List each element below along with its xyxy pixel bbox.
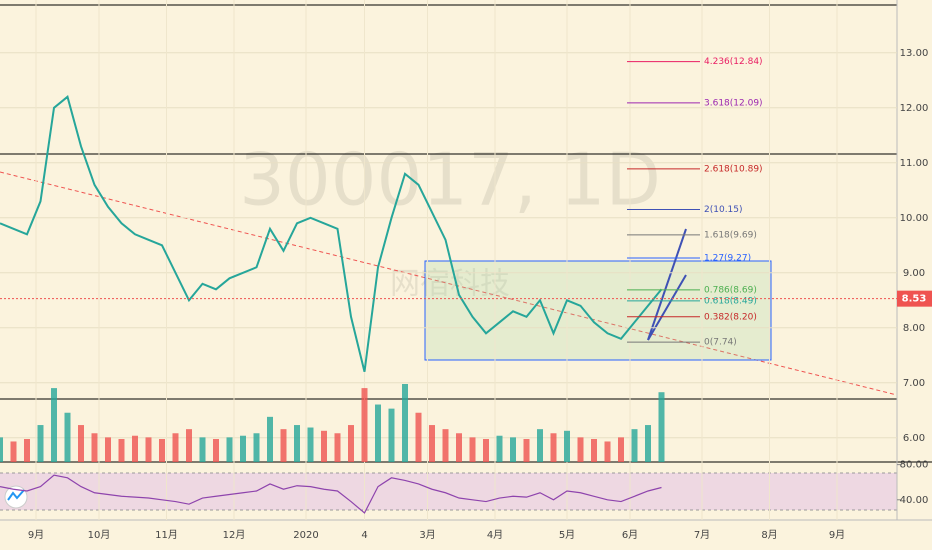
y-tick-label: 9.00 (903, 268, 925, 279)
x-tick-label: 4月 (487, 529, 503, 541)
volume-bar (550, 433, 557, 462)
volume-bar (51, 388, 57, 462)
x-tick-label: 10月 (88, 529, 111, 541)
x-tick-label: 11月 (155, 529, 178, 541)
volume-bar (510, 437, 516, 462)
rsi-tick-label: 40.00 (900, 495, 929, 506)
volume-bar (483, 439, 489, 462)
fib-label: 0.382(8.20) (704, 312, 757, 322)
x-tick-label: 9月 (28, 529, 44, 541)
volume-bar (132, 435, 138, 462)
price-line (0, 95, 663, 373)
trend-line (0, 171, 898, 396)
volume-bar (159, 439, 165, 462)
volume-bar (186, 429, 192, 462)
volume-bar (415, 412, 422, 462)
watermark: 300017, 1D (239, 138, 661, 222)
volume-bar (226, 437, 233, 462)
volume-bar (0, 437, 3, 462)
x-tick-label: 7月 (694, 529, 710, 541)
fib-label: 2(10.15) (704, 205, 743, 215)
x-tick-label: 9月 (829, 529, 845, 541)
last-price-label: 8.53 (902, 294, 927, 305)
volume-bar (307, 427, 314, 462)
volume-bar (402, 384, 408, 462)
volume-bar (631, 429, 638, 462)
volume-bar (523, 439, 530, 462)
x-tick-label: 4 (361, 530, 367, 541)
volume-bar (429, 425, 435, 462)
volume-bar (37, 425, 44, 462)
volume-bar (145, 437, 152, 462)
volume-bar (469, 437, 476, 462)
volume-bar (172, 433, 179, 462)
volume-bar (334, 433, 341, 462)
volume-bar (375, 404, 381, 462)
logo-mark (7, 489, 25, 501)
volume-bar (118, 439, 125, 462)
volume-bar (456, 433, 462, 462)
y-tick-label: 7.00 (903, 378, 925, 389)
rsi-band (0, 473, 897, 510)
x-tick-label: 2020 (293, 530, 318, 541)
y-tick-label: 6.00 (903, 433, 925, 444)
range-box (424, 260, 772, 361)
fib-label: 1.27(9.27) (704, 253, 751, 263)
volume-bar (537, 429, 543, 462)
volume-bar (91, 433, 98, 462)
channel-line (647, 228, 687, 341)
last-price-box (897, 290, 932, 307)
y-tick-label: 12.00 (900, 103, 929, 114)
volume-bar (645, 425, 651, 462)
x-tick-label: 12月 (223, 529, 246, 541)
volume-bar (267, 416, 273, 462)
volume-bar (496, 435, 503, 462)
y-tick-label: 10.00 (900, 213, 929, 224)
rsi-line (0, 474, 662, 514)
fib-label: 2.618(10.89) (704, 164, 763, 174)
volume-bar (348, 425, 354, 462)
volume-bar (321, 430, 327, 462)
x-tick-label: 5月 (559, 529, 575, 541)
volume-bar (105, 437, 111, 462)
y-tick-label: 11.00 (900, 158, 929, 169)
volume-bar (361, 388, 368, 462)
volume-bar (442, 429, 449, 462)
x-tick-label: 3月 (419, 529, 435, 541)
volume-bar (78, 425, 84, 462)
x-tick-label: 8月 (761, 529, 777, 541)
volume-bar (658, 392, 665, 462)
volume-bar (10, 441, 17, 462)
volume-bar (280, 429, 287, 462)
fib-label: 1.618(9.69) (704, 230, 757, 240)
volume-bar (388, 408, 395, 462)
volume-bar (213, 439, 219, 462)
volume-bar (618, 437, 624, 462)
volume-bar (199, 437, 206, 462)
fib-label: 4.236(12.84) (704, 57, 763, 67)
volume-bar (64, 412, 71, 462)
channel-line (647, 274, 687, 341)
fib-label: 0.786(8.69) (704, 285, 757, 295)
volume-bar (564, 430, 570, 462)
fib-label: 0(7.74) (704, 338, 737, 348)
y-tick-label: 13.00 (900, 48, 929, 59)
x-tick-label: 6月 (622, 529, 638, 541)
fib-label: 3.618(12.09) (704, 98, 763, 108)
volume-bar (577, 437, 584, 462)
volume-bar (294, 425, 300, 462)
fib-label: 0.618(8.49) (704, 296, 757, 306)
volume-bar (604, 441, 611, 462)
volume-bar (253, 433, 260, 462)
y-tick-label: 8.00 (903, 323, 925, 334)
volume-bar (240, 435, 246, 462)
rsi-tick-label: 80.00 (900, 460, 929, 471)
volume-bar (591, 439, 597, 462)
volume-bar (24, 439, 30, 462)
